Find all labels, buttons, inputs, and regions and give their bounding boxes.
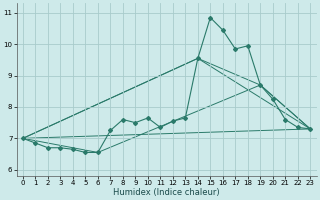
X-axis label: Humidex (Indice chaleur): Humidex (Indice chaleur) [113, 188, 220, 197]
